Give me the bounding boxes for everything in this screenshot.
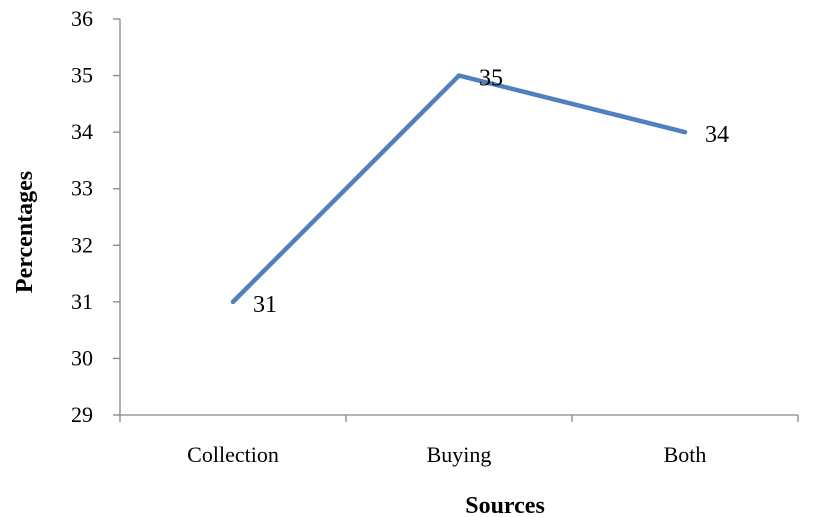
y-tick-label: 32 — [71, 232, 93, 257]
y-tick-label: 29 — [71, 402, 93, 427]
x-axis-ticks: Collection Buying Both — [119, 415, 799, 467]
y-axis-title: Percentages — [12, 171, 38, 293]
data-label: 34 — [705, 122, 729, 148]
y-tick-label: 33 — [71, 176, 93, 201]
x-axis-title: Sources — [465, 493, 545, 517]
data-label: 31 — [253, 292, 277, 318]
y-tick-label: 35 — [71, 63, 93, 88]
x-tick-label: Both — [664, 442, 707, 467]
data-label-layer: 31 35 34 — [253, 66, 729, 318]
data-point — [231, 299, 235, 304]
y-axis-ticks: 29 30 31 32 33 34 35 36 — [71, 6, 120, 427]
x-tick-label: Buying — [427, 442, 492, 467]
y-tick-label: 34 — [71, 119, 93, 144]
y-tick-label: 31 — [71, 289, 93, 314]
series-layer — [230, 73, 688, 305]
data-point — [683, 130, 687, 135]
x-tick-label: Collection — [187, 442, 279, 467]
y-tick-label: 30 — [71, 345, 93, 370]
series-line — [230, 73, 688, 305]
data-label: 35 — [479, 66, 503, 92]
y-tick-label: 36 — [71, 6, 93, 31]
data-point — [457, 73, 461, 78]
